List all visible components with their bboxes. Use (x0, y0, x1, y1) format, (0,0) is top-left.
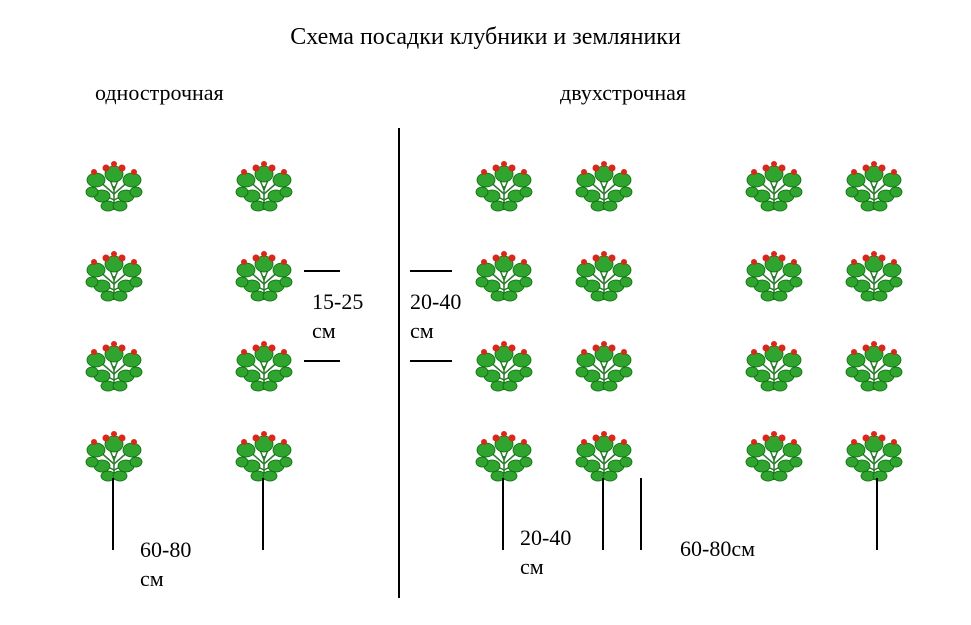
col-spacing-double-label: 60-80см (680, 536, 755, 562)
plant-icon (470, 150, 538, 218)
plant-icon (840, 240, 908, 308)
plant-icon (230, 240, 298, 308)
plant-icon (80, 150, 148, 218)
center-divider (398, 128, 400, 598)
subtitle-double: двухстрочная (560, 80, 686, 106)
plant-icon (840, 420, 908, 488)
plant-icon (740, 420, 808, 488)
row-spacing-single-tick (304, 270, 340, 272)
plant-icon (740, 150, 808, 218)
col-spacing-double-stem (640, 478, 642, 550)
plant-icon (570, 330, 638, 398)
col-spacing-double-stem (602, 478, 604, 550)
col-spacing-single-stem (262, 478, 264, 550)
plant-icon (470, 420, 538, 488)
plant-icon (840, 150, 908, 218)
plant-icon (80, 330, 148, 398)
diagram-title: Схема посадки клубники и земляники (0, 24, 971, 51)
col-spacing-single-stem (112, 478, 114, 550)
plant-icon (740, 240, 808, 308)
row-spacing-single-tick (304, 360, 340, 362)
plant-icon (570, 150, 638, 218)
pair-spacing-double-label: 20-40 см (520, 524, 571, 581)
plant-icon (80, 420, 148, 488)
col-spacing-double-stem (876, 478, 878, 550)
plant-icon (230, 330, 298, 398)
plant-icon (570, 240, 638, 308)
plant-icon (570, 420, 638, 488)
row-spacing-double-label: 20-40 см (410, 288, 461, 345)
plant-icon (470, 330, 538, 398)
plant-icon (840, 330, 908, 398)
row-spacing-double-tick (410, 270, 452, 272)
col-spacing-double-stem (502, 478, 504, 550)
plant-icon (470, 240, 538, 308)
plant-icon (80, 240, 148, 308)
subtitle-single: однострочная (95, 80, 224, 106)
row-spacing-double-tick (410, 360, 452, 362)
col-spacing-single-label: 60-80 см (140, 536, 191, 593)
row-spacing-single-label: 15-25 см (312, 288, 363, 345)
plant-icon (230, 150, 298, 218)
plant-icon (740, 330, 808, 398)
plant-icon (230, 420, 298, 488)
